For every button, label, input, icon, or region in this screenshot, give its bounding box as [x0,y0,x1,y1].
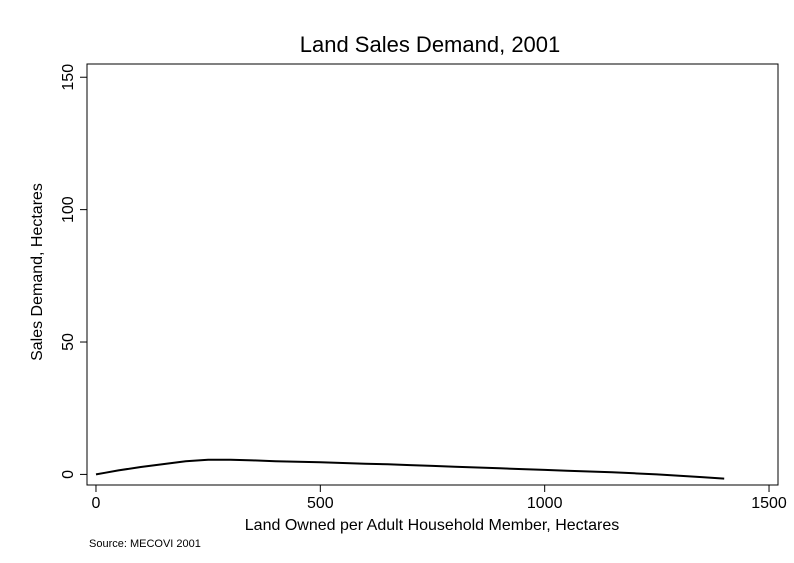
x-tick-label: 0 [92,495,101,512]
series-layer [95,458,725,480]
y-tick-label: 100 [60,196,77,223]
chart-title: Land Sales Demand, 2001 [300,32,561,57]
x-tick-label: 500 [307,495,334,512]
x-axis-label: Land Owned per Adult Household Member, H… [245,517,619,534]
series-line [95,458,725,480]
source-note: Source: MECOVI 2001 [89,538,201,550]
x-axis: 0 500 1000 1500 [92,485,787,512]
y-tick-label: 0 [60,470,77,479]
x-tick-label: 1500 [751,495,787,512]
y-tick-label: 150 [60,64,77,91]
x-tick-label: 1000 [527,495,563,512]
y-tick-label: 50 [60,333,77,351]
y-axis-label: Sales Demand, Hectares [29,183,46,361]
y-axis: 0 50 100 150 [60,64,87,479]
plot-area [86,63,779,486]
